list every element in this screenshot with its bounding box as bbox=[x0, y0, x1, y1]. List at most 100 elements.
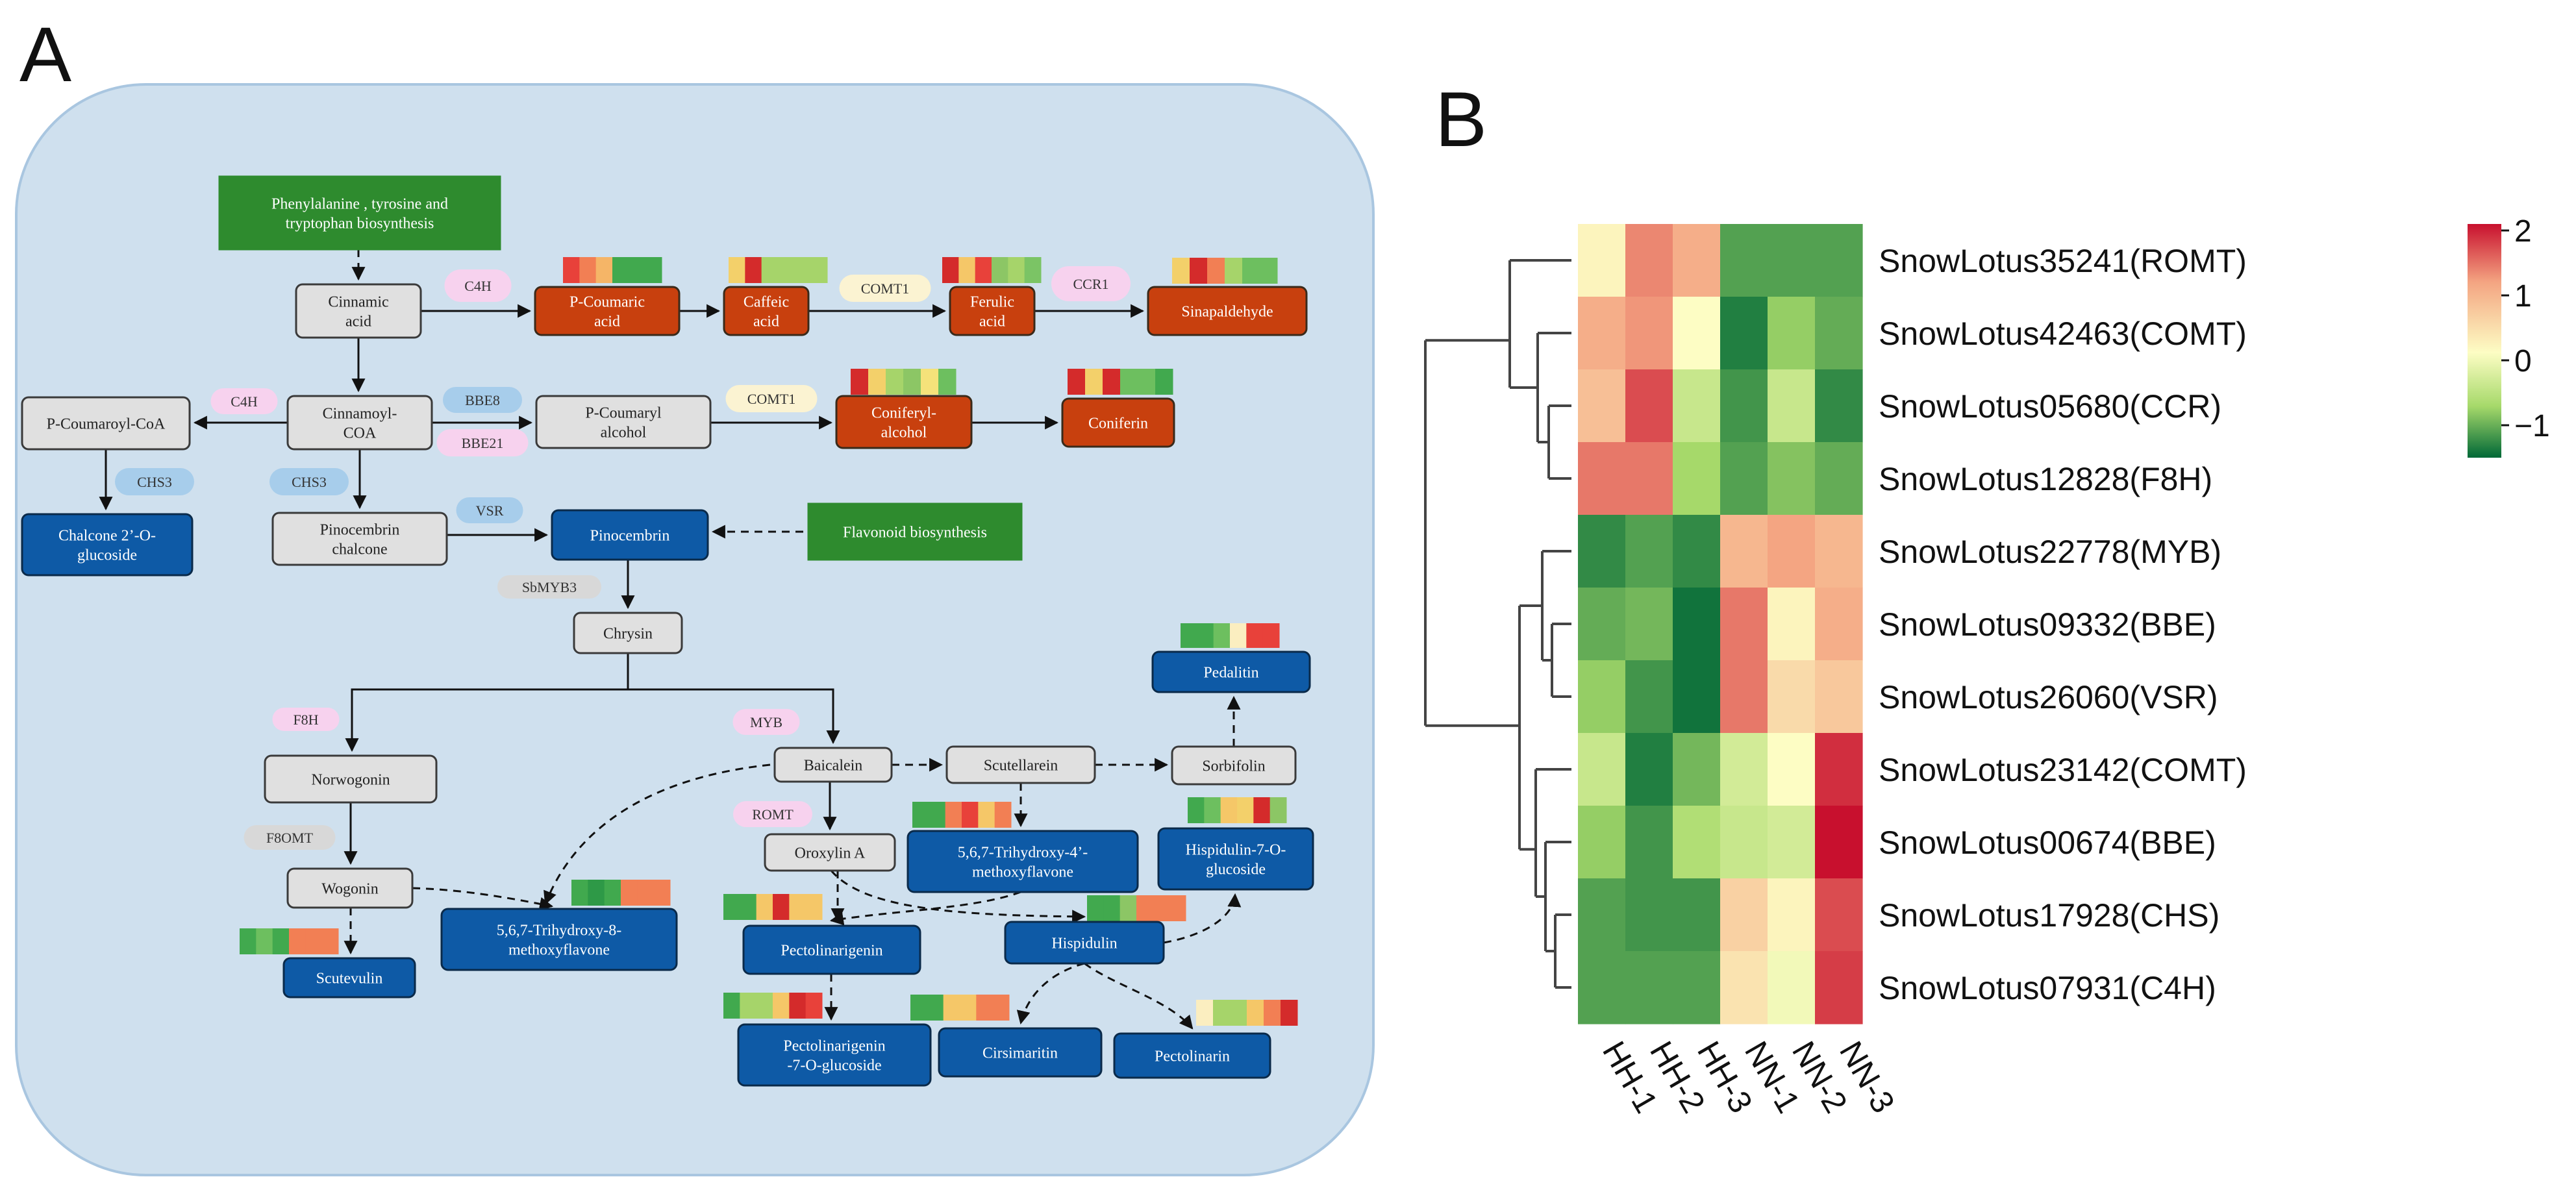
pathway-arrow bbox=[1163, 893, 1242, 944]
node-label: glucoside bbox=[77, 547, 137, 564]
node-label: P-Coumaric bbox=[569, 293, 645, 310]
heatmap-cell bbox=[1720, 297, 1768, 370]
enzyme-pill bbox=[436, 429, 529, 456]
heatmap-cell bbox=[1815, 515, 1863, 588]
node-box bbox=[742, 924, 921, 975]
mini-heatmap-cell bbox=[992, 257, 1008, 283]
node-label: acid bbox=[753, 313, 779, 330]
node-box bbox=[282, 957, 416, 998]
mini-heatmap-cell bbox=[595, 257, 613, 283]
node-label: Coniferin bbox=[1088, 415, 1148, 432]
heatmap-cell bbox=[1768, 442, 1816, 515]
enzyme-pill bbox=[733, 801, 812, 827]
node-label: acid bbox=[979, 313, 1005, 330]
heatmap-cell bbox=[1768, 224, 1816, 297]
enzyme-labels: C4H COMT1 CCR1 C4H BBE8 BBE21 COMT1 CHS3 CHS3 VSR… bbox=[115, 266, 1131, 850]
mini-heatmap-cell bbox=[1138, 369, 1156, 395]
node-scutellarein: Scutellarein bbox=[945, 745, 1096, 784]
node-box bbox=[535, 395, 712, 449]
heatmap-cell bbox=[1578, 515, 1626, 588]
enzyme-pill bbox=[210, 388, 278, 414]
node-box bbox=[286, 867, 414, 909]
heatmap-cell bbox=[1815, 297, 1863, 370]
panel-b-label: B bbox=[1435, 76, 1487, 163]
heatmap-cell bbox=[1673, 588, 1721, 661]
mini-heatmap-cell bbox=[1120, 369, 1138, 395]
mini-heatmap-cell bbox=[1230, 623, 1247, 648]
enzyme-label: VSR bbox=[476, 502, 504, 519]
mini-heatmap-cell bbox=[958, 257, 976, 283]
heatmap-cell bbox=[1768, 806, 1816, 879]
node-cirsimaritin: Cirsimaritin bbox=[938, 1027, 1103, 1078]
enzyme-pill bbox=[732, 709, 800, 735]
sample-labels: HH-1HH-2HH-3NN-1NN-2NN-3 bbox=[1595, 1035, 1902, 1119]
colorbar-tick-label: −1 bbox=[2514, 409, 2550, 443]
heatmap-cell bbox=[1578, 806, 1626, 879]
node-label: Cirsimaritin bbox=[982, 1045, 1058, 1061]
gene-label: SnowLotus22778(MYB) bbox=[1879, 534, 2221, 570]
mini-heatmap-cell bbox=[1213, 1000, 1231, 1026]
node-chrysin: Chrysin bbox=[573, 612, 683, 654]
node-label: Sinapaldehyde bbox=[1181, 303, 1273, 320]
mini-heatmap-cell bbox=[1196, 1000, 1214, 1026]
node-label: Pectolinarigenin bbox=[783, 1037, 885, 1054]
enzyme-vsr: VSR bbox=[456, 497, 523, 523]
heatmap-cell bbox=[1625, 878, 1673, 952]
pathway-nodes: Phenylalanine , tyrosine and tryptophan b… bbox=[21, 175, 1314, 1087]
node-label: glucoside bbox=[1206, 861, 1266, 878]
mini-heatmap-cell bbox=[1119, 895, 1137, 921]
heatmap-cell bbox=[1815, 806, 1863, 879]
mini-heatmap-cell bbox=[1246, 623, 1264, 648]
node-label: Hispidulin-7-O- bbox=[1186, 841, 1286, 858]
heatmap-cell bbox=[1720, 733, 1768, 806]
pathway-edges bbox=[99, 249, 1242, 1030]
node-pcoumaric: P-Coumaric acid bbox=[534, 286, 681, 336]
heatmap-cell bbox=[1815, 951, 1863, 1024]
gene-label: SnowLotus42463(COMT) bbox=[1879, 316, 2247, 352]
enzyme-c4h: C4H bbox=[444, 269, 512, 302]
node-ferulic: Ferulic acid bbox=[949, 286, 1036, 336]
node-label: Coniferyl- bbox=[871, 404, 936, 421]
mini-heatmap-cell bbox=[805, 993, 823, 1019]
heatmap-cell bbox=[1625, 369, 1673, 443]
panel-a: A C4H COMT1 CCR1 C4H BBE8 BBE21 COMT1 CHS3 CHS3 V… bbox=[15, 11, 1375, 1176]
heatmap-cell bbox=[1673, 660, 1721, 734]
heatmap-cell bbox=[1673, 878, 1721, 952]
enzyme-chs3: CHS3 bbox=[269, 468, 349, 495]
mini-heatmap-cell bbox=[1181, 623, 1197, 648]
heatmap-cell bbox=[1768, 588, 1816, 661]
heatmap-cell bbox=[1578, 442, 1626, 515]
mini-heatmap-cell bbox=[1262, 623, 1280, 648]
node-box bbox=[949, 286, 1036, 336]
colorbar-tick-label: 2 bbox=[2514, 214, 2532, 249]
node-box bbox=[737, 1023, 932, 1087]
node-baicalein: Baicalein bbox=[773, 747, 893, 783]
enzyme-bbe21: BBE21 bbox=[436, 429, 529, 456]
node-box bbox=[835, 395, 973, 449]
mini-heatmap-cell bbox=[723, 993, 740, 1019]
heatmap-cell bbox=[1673, 951, 1721, 1024]
node-caffeic: Caffeic acid bbox=[723, 286, 810, 336]
heatmap-cell bbox=[1578, 878, 1626, 952]
node-pectolinarigenin: Pectolinarigenin bbox=[742, 924, 921, 975]
mini-heatmap-cell bbox=[927, 995, 944, 1021]
heatmap-cell bbox=[1625, 733, 1673, 806]
mini-heatmaps bbox=[240, 257, 1298, 1026]
mini-heatmap-cell bbox=[910, 995, 927, 1021]
node-pectolinarin: Pectolinarin bbox=[1113, 1032, 1271, 1079]
pathway-arrow bbox=[412, 887, 554, 911]
mini-heatmap-cell bbox=[612, 257, 629, 283]
heatmap-cell bbox=[1815, 369, 1863, 443]
node-scutevulin: Scutevulin bbox=[282, 957, 416, 998]
mini-heatmap-cell bbox=[938, 369, 957, 395]
enzyme-pill bbox=[443, 387, 522, 413]
panel-b: B SnowLotus35241(ROMT) SnowLotus42463(COM… bbox=[1424, 76, 2550, 1119]
node-norwogonin: Norwogonin bbox=[264, 754, 438, 804]
enzyme-f8h: F8H bbox=[272, 708, 340, 731]
node-label: Chrysin bbox=[603, 625, 653, 642]
node-label: Scutellarein bbox=[984, 757, 1058, 774]
heatmap-cell bbox=[1578, 588, 1626, 661]
node-box bbox=[764, 833, 896, 872]
mini-heatmap-cell bbox=[962, 802, 979, 828]
colorbar-gradient bbox=[2468, 224, 2501, 458]
